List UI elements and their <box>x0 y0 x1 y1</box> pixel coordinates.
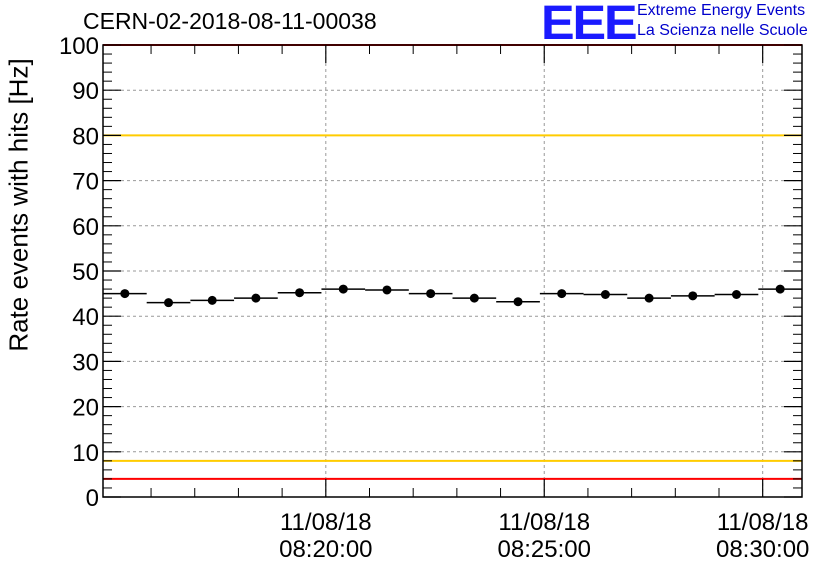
data-point <box>426 289 436 299</box>
data-point <box>557 289 567 299</box>
x-tick-date: 11/08/18 <box>498 509 590 536</box>
data-series <box>103 284 802 308</box>
data-point <box>775 284 785 294</box>
data-point <box>513 297 523 307</box>
y-tick-label: 0 <box>86 485 99 512</box>
logo-subtitle-1: Extreme Energy Events <box>637 2 806 19</box>
y-tick-label: 20 <box>72 395 99 422</box>
y-tick-label: 40 <box>72 304 99 331</box>
eee-logo: EEE <box>541 0 638 50</box>
y-tick-label: 10 <box>72 440 99 467</box>
data-point <box>644 293 654 303</box>
logo-subtitle-2: La Scienza nelle Scuole <box>637 22 808 39</box>
data-point <box>382 285 392 295</box>
grid <box>103 45 802 497</box>
y-axis-label: Rate events with hits [Hz] <box>3 58 34 352</box>
data-point <box>731 290 741 300</box>
x-tick-date: 11/08/18 <box>280 509 372 536</box>
y-tick-label: 50 <box>72 259 99 286</box>
y-tick-label: 80 <box>72 123 99 150</box>
y-tick-label: 70 <box>72 169 99 196</box>
x-tick-time: 08:30:00 <box>716 536 809 563</box>
x-tick-time: 08:20:00 <box>279 536 372 563</box>
data-point <box>207 295 217 305</box>
data-point <box>120 289 130 299</box>
data-point <box>600 290 610 300</box>
data-point <box>295 288 305 298</box>
tick-labels: 010203040506070809010011/08/1808:20:0011… <box>59 33 809 563</box>
data-point <box>338 284 348 294</box>
y-tick-label: 60 <box>72 214 99 241</box>
axis-ticks <box>103 44 802 498</box>
data-point <box>164 298 174 308</box>
x-tick-date: 11/08/18 <box>717 509 809 536</box>
y-tick-label: 100 <box>59 33 99 60</box>
x-tick-time: 08:25:00 <box>498 536 591 563</box>
data-point <box>469 293 479 303</box>
data-point <box>251 293 261 303</box>
threshold-lines <box>103 44 802 480</box>
chart-title: CERN-02-2018-08-11-00038 <box>83 8 377 34</box>
y-tick-label: 30 <box>72 349 99 376</box>
data-point <box>688 291 698 301</box>
y-tick-label: 90 <box>72 78 99 105</box>
